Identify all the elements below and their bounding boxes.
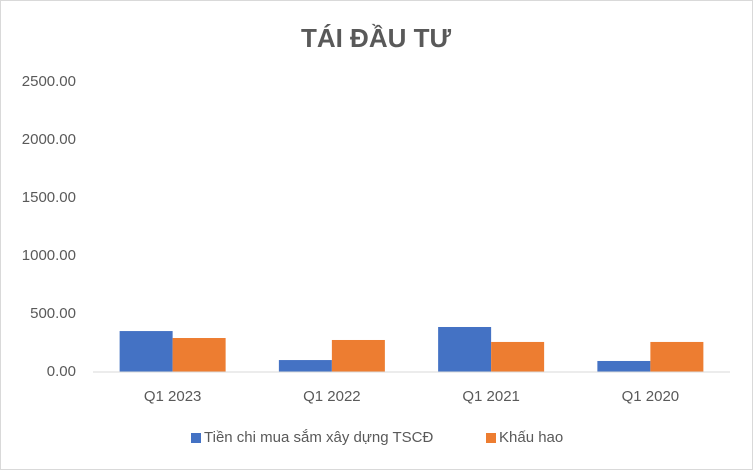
y-tick-label: 0.00 bbox=[47, 363, 76, 380]
bar bbox=[172, 338, 226, 372]
bar bbox=[491, 341, 545, 372]
bar bbox=[331, 339, 385, 372]
bar bbox=[438, 326, 492, 372]
x-tick-label: Q1 2020 bbox=[622, 388, 680, 405]
y-tick-label: 2000.00 bbox=[22, 131, 76, 148]
legend-label: Khấu hao bbox=[499, 429, 563, 446]
bar bbox=[119, 331, 173, 372]
legend-swatch bbox=[486, 433, 496, 443]
y-tick-label: 1500.00 bbox=[22, 189, 76, 206]
bar bbox=[597, 360, 651, 372]
y-tick-label: 2500.00 bbox=[22, 73, 76, 90]
x-tick-label: Q1 2023 bbox=[144, 388, 202, 405]
bar bbox=[278, 360, 332, 372]
legend-swatch bbox=[191, 433, 201, 443]
chart-title: TÁI ĐẦU TƯ bbox=[301, 23, 452, 53]
y-tick-label: 1000.00 bbox=[22, 247, 76, 264]
bar bbox=[650, 341, 704, 372]
x-tick-label: Q1 2022 bbox=[303, 388, 361, 405]
legend-label: Tiền chi mua sắm xây dựng TSCĐ bbox=[204, 429, 433, 446]
x-tick-label: Q1 2021 bbox=[462, 388, 520, 405]
y-tick-label: 500.00 bbox=[30, 305, 76, 322]
